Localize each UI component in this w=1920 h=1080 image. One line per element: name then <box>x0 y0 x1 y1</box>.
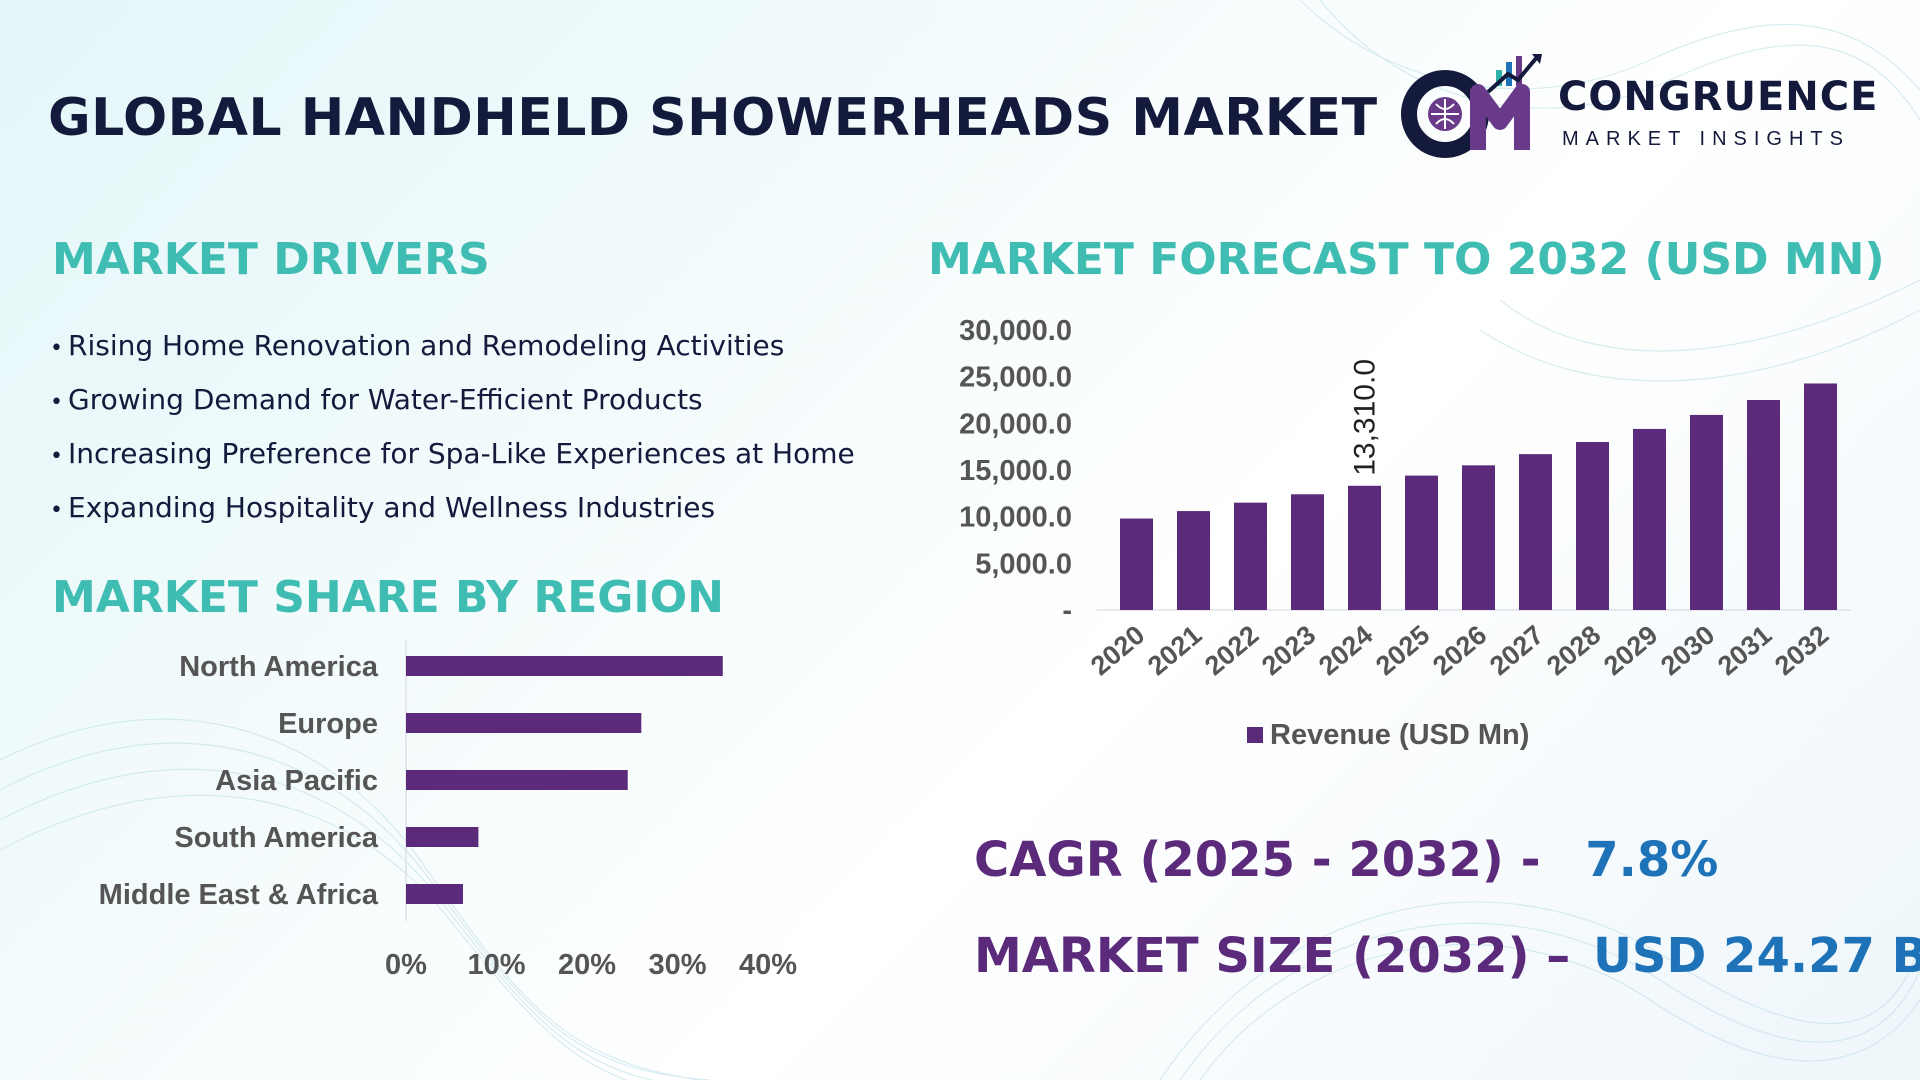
page-title: GLOBAL HANDHELD SHOWERHEADS MARKET <box>48 88 1378 148</box>
region-bar <box>406 656 723 676</box>
driver-text: Rising Home Renovation and Remodeling Ac… <box>68 329 785 362</box>
driver-text: Growing Demand for Water-Efficient Produ… <box>68 383 703 416</box>
driver-text: Increasing Preference for Spa-Like Exper… <box>68 437 855 470</box>
list-item: • Growing Demand for Water-Efficient Prod… <box>50 380 855 434</box>
list-item: • Increasing Preference for Spa-Like Expe… <box>50 434 855 488</box>
forecast-bar <box>1462 465 1495 610</box>
cagr-value: 7.8% <box>1585 832 1719 888</box>
forecast-y-tick-label: 10,000.0 <box>959 502 1072 534</box>
region-x-tick-label: 20% <box>558 949 616 981</box>
market-size-value: USD 24.27 BN <box>1592 928 1920 984</box>
region-category-label: North America <box>179 651 379 683</box>
forecast-x-tick-label: 2024 <box>1313 620 1378 682</box>
logo-mark-icon <box>1401 54 1542 158</box>
region-category-label: Middle East & Africa <box>99 879 379 911</box>
forecast-bar <box>1291 494 1324 610</box>
market-forecast-heading: MARKET FORECAST TO 2032 (USD MN) <box>928 234 1885 285</box>
market-size-statement: MARKET SIZE (2032) – USD 24.27 BN <box>974 928 1920 984</box>
bullet-icon: • <box>50 336 63 361</box>
forecast-x-tick-label: 2021 <box>1142 620 1207 682</box>
market-drivers-heading: MARKET DRIVERS <box>52 234 490 285</box>
bullet-icon: • <box>50 444 63 469</box>
forecast-x-tick-label: 2023 <box>1256 620 1321 682</box>
region-x-tick-label: 10% <box>467 949 525 981</box>
legend-swatch <box>1247 727 1263 743</box>
forecast-y-tick-label: - <box>1062 595 1072 627</box>
forecast-x-tick-label: 2030 <box>1655 620 1720 682</box>
region-category-label: Europe <box>278 708 378 740</box>
forecast-data-label: 13,310.0 <box>1349 359 1382 476</box>
forecast-x-tick-label: 2027 <box>1484 620 1549 682</box>
forecast-x-tick-label: 2031 <box>1712 620 1777 682</box>
forecast-bar <box>1690 414 1723 610</box>
market-share-region-heading: MARKET SHARE BY REGION <box>52 572 724 623</box>
bullet-icon: • <box>50 498 63 523</box>
cagr-statement: CAGR (2025 - 2032) - 7.8% <box>974 832 1718 888</box>
market-size-label: MARKET SIZE (2032) – <box>974 928 1571 984</box>
list-item: • Rising Home Renovation and Remodeling A… <box>50 326 855 380</box>
forecast-y-tick-label: 30,000.0 <box>959 315 1072 347</box>
forecast-bar <box>1348 485 1381 610</box>
region-bar <box>406 884 464 904</box>
region-x-tick-label: 0% <box>385 949 427 981</box>
region-category-label: Asia Pacific <box>215 765 378 797</box>
forecast-x-tick-label: 2032 <box>1769 620 1834 682</box>
forecast-x-tick-label: 2028 <box>1541 620 1606 682</box>
forecast-y-tick-label: 25,000.0 <box>959 362 1072 394</box>
region-bar <box>406 827 479 847</box>
forecast-x-tick-label: 2029 <box>1598 620 1663 682</box>
forecast-bar <box>1234 502 1267 610</box>
region-x-tick-label: 40% <box>739 949 797 981</box>
forecast-bar <box>1177 511 1210 610</box>
region-x-tick-label: 30% <box>648 949 706 981</box>
region-bar <box>406 713 642 733</box>
forecast-bar <box>1405 475 1438 610</box>
region-category-label: South America <box>174 822 378 854</box>
forecast-y-tick-label: 20,000.0 <box>959 408 1072 440</box>
list-item: • Expanding Hospitality and Wellness Indu… <box>50 488 855 542</box>
market-drivers-list: • Rising Home Renovation and Remodeling A… <box>50 326 855 542</box>
bullet-icon: • <box>50 390 63 415</box>
region-bar <box>406 770 628 790</box>
forecast-x-tick-label: 2025 <box>1370 620 1435 682</box>
company-logo: CONGRUENCE MARKET INSIGHTS <box>1400 52 1880 162</box>
driver-text: Expanding Hospitality and Wellness Indus… <box>68 491 716 524</box>
forecast-bar <box>1747 400 1780 610</box>
forecast-bar <box>1804 383 1837 610</box>
forecast-bar <box>1519 454 1552 610</box>
forecast-x-tick-label: 2020 <box>1085 620 1150 682</box>
forecast-x-tick-label: 2022 <box>1199 620 1264 682</box>
forecast-y-tick-label: 15,000.0 <box>959 455 1072 487</box>
revenue-forecast-chart: - 5,000.0 10,000.0 15,000.0 20,000.0 25,000.0… <box>959 315 1851 751</box>
cagr-label: CAGR (2025 - 2032) - <box>974 832 1541 888</box>
forecast-bar <box>1120 518 1153 610</box>
legend-label: Revenue (USD Mn) <box>1270 719 1529 751</box>
forecast-x-tick-label: 2026 <box>1427 620 1492 682</box>
forecast-bar <box>1576 442 1609 610</box>
forecast-bar <box>1633 428 1666 610</box>
region-share-chart: North America Europe Asia Pacific South Ame… <box>99 640 797 981</box>
forecast-y-tick-label: 5,000.0 <box>975 548 1072 580</box>
logo-name: CONGRUENCE <box>1558 74 1879 120</box>
logo-tagline: MARKET INSIGHTS <box>1562 128 1850 150</box>
